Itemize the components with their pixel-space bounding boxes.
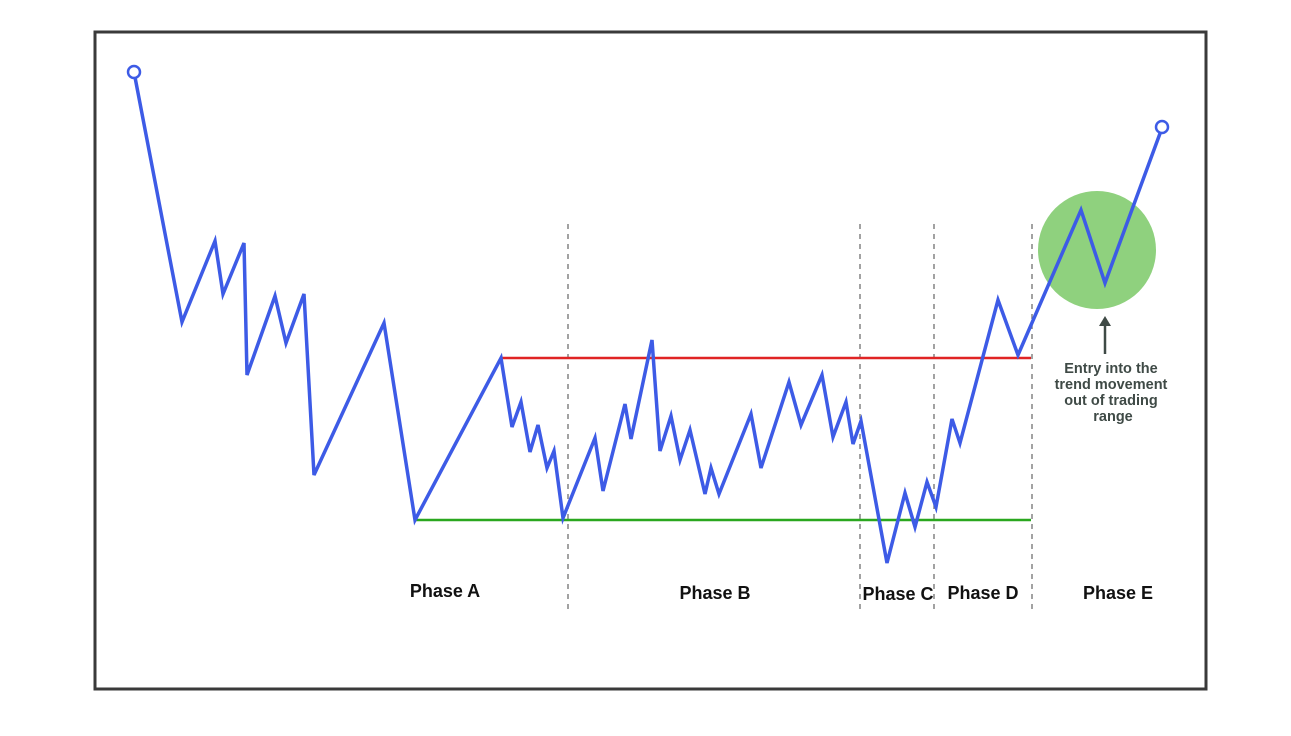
annotation-line-4: range (1093, 409, 1133, 425)
price-line (132, 70, 1164, 564)
annotation-line-3: out of trading (1064, 393, 1157, 409)
start-marker-icon (126, 64, 142, 80)
phase-label-c: Phase C (862, 584, 933, 604)
annotation-text: Entry into the trend movement out of tra… (1055, 361, 1172, 425)
phase-dividers (567, 224, 1033, 614)
annotation-line-1: Entry into the (1064, 361, 1157, 377)
phase-label-a: Phase A (410, 581, 480, 601)
phase-label-d: Phase D (947, 583, 1018, 603)
diagram-frame (93, 30, 1208, 691)
trend-entry-highlight (1038, 191, 1156, 309)
end-marker-icon (1154, 119, 1170, 135)
phase-label-b: Phase B (679, 583, 750, 603)
phase-label-e: Phase E (1083, 583, 1153, 603)
annotation-line-2: trend movement (1055, 377, 1168, 393)
arrow-up-icon (1099, 316, 1111, 354)
